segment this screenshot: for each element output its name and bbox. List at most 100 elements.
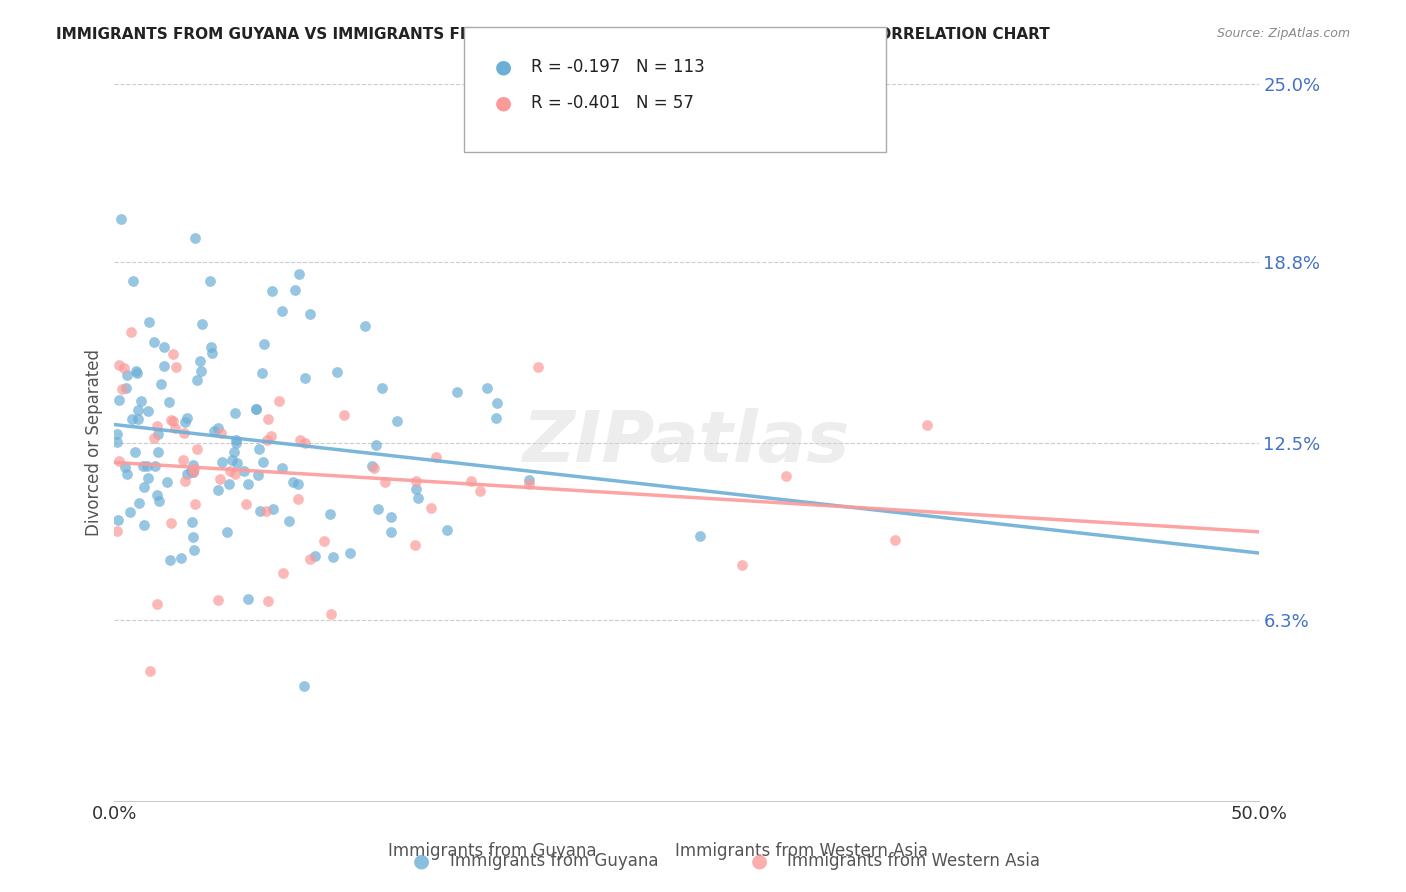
Point <box>475 381 498 395</box>
Point <box>132 518 155 533</box>
Point <box>299 551 322 566</box>
Point <box>110 212 132 227</box>
Point <box>105 426 128 441</box>
Point <box>380 524 402 539</box>
Point <box>127 402 149 417</box>
Point <box>181 530 204 544</box>
Point <box>225 433 247 447</box>
Point <box>105 434 128 449</box>
Point <box>136 471 159 485</box>
Point <box>218 464 240 478</box>
Point <box>183 543 205 558</box>
Point <box>260 285 283 299</box>
Point <box>165 359 187 374</box>
Point <box>183 230 205 244</box>
Point <box>125 364 148 378</box>
Point <box>117 368 139 383</box>
Point <box>207 421 229 435</box>
Point <box>269 394 291 409</box>
Point <box>190 317 212 331</box>
Point <box>172 452 194 467</box>
Point <box>271 304 294 318</box>
Point <box>138 315 160 329</box>
Point <box>235 497 257 511</box>
Point <box>208 472 231 486</box>
Point <box>283 475 305 490</box>
Point <box>249 504 271 518</box>
Point <box>146 597 169 611</box>
Point <box>173 425 195 440</box>
Point <box>176 467 198 482</box>
Point <box>339 545 361 559</box>
Point <box>374 475 396 489</box>
Point <box>485 396 508 410</box>
Point <box>143 431 166 445</box>
Point <box>371 381 394 395</box>
Point <box>304 549 326 563</box>
Point <box>283 283 305 297</box>
Point <box>405 482 427 496</box>
Point <box>211 455 233 469</box>
Point <box>209 425 232 440</box>
Text: Source: ZipAtlas.com: Source: ZipAtlas.com <box>1216 27 1350 40</box>
Point <box>111 382 134 396</box>
Point <box>367 502 389 516</box>
Point <box>146 488 169 502</box>
Point <box>181 466 204 480</box>
Point <box>183 462 205 476</box>
Point <box>217 524 239 539</box>
Point <box>404 538 426 552</box>
Point <box>139 664 162 678</box>
Text: Immigrants from Guyana: Immigrants from Guyana <box>388 842 596 860</box>
Point <box>380 509 402 524</box>
Point <box>287 492 309 507</box>
Point <box>225 436 247 450</box>
Text: Immigrants from Western Asia: Immigrants from Western Asia <box>787 852 1040 870</box>
Point <box>257 412 280 426</box>
Point <box>271 461 294 475</box>
Point <box>207 483 229 497</box>
Point <box>256 434 278 448</box>
Point <box>146 445 169 459</box>
Point <box>207 593 229 607</box>
Point <box>148 494 170 508</box>
Point <box>125 366 148 380</box>
Point <box>287 267 309 281</box>
Point <box>470 483 492 498</box>
Point <box>181 458 204 472</box>
Text: Immigrants from Guyana: Immigrants from Guyana <box>450 852 658 870</box>
Point <box>146 426 169 441</box>
Point <box>238 476 260 491</box>
Point <box>250 366 273 380</box>
Point <box>190 364 212 378</box>
Text: R = -0.197   N = 113: R = -0.197 N = 113 <box>531 58 706 76</box>
Text: ●: ● <box>751 851 768 871</box>
Point <box>405 474 427 488</box>
Point <box>363 461 385 475</box>
Point <box>186 442 208 457</box>
Point <box>246 468 269 483</box>
Point <box>131 459 153 474</box>
Point <box>118 505 141 519</box>
Point <box>108 358 131 372</box>
Point <box>201 346 224 360</box>
Point <box>277 514 299 528</box>
Point <box>526 360 548 375</box>
Point <box>188 354 211 368</box>
Text: R = -0.401   N = 57: R = -0.401 N = 57 <box>531 94 695 112</box>
Point <box>236 592 259 607</box>
Point <box>221 453 243 467</box>
Point <box>325 366 347 380</box>
Point <box>176 410 198 425</box>
Point <box>157 394 180 409</box>
Point <box>202 424 225 438</box>
Point <box>298 307 321 321</box>
Point <box>218 477 240 491</box>
Point <box>446 384 468 399</box>
Point <box>129 394 152 409</box>
Point <box>256 594 278 608</box>
Text: Immigrants from Western Asia: Immigrants from Western Asia <box>675 842 928 860</box>
Point <box>105 524 128 539</box>
Point <box>143 458 166 473</box>
Point <box>132 480 155 494</box>
